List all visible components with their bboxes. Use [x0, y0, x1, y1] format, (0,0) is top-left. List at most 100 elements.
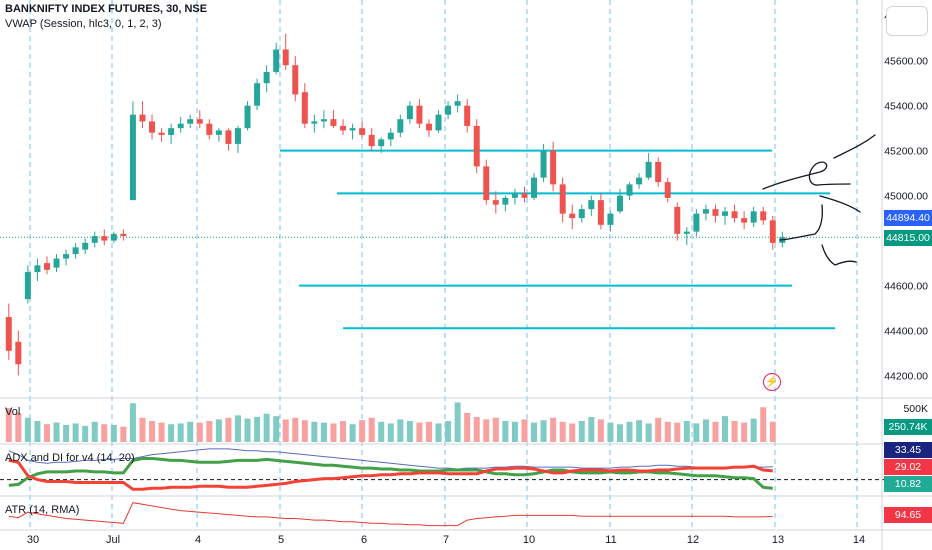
candle-15 [149, 114, 156, 140]
candle-13 [129, 101, 136, 201]
candle-7 [72, 242, 79, 259]
candle-body-32 [311, 121, 318, 124]
candle-14 [139, 101, 146, 129]
time-tick-9: 13 [772, 534, 784, 546]
time-tick-6: 10 [523, 534, 535, 546]
volume-bar-61 [588, 416, 595, 442]
candle-body-11 [110, 233, 117, 241]
candle-body-38 [368, 134, 375, 147]
volume-bar-26 [254, 416, 261, 442]
candle-17 [168, 123, 175, 144]
candle-78 [750, 206, 757, 228]
price-tick-1: 45600.00 [884, 56, 928, 68]
volume-bar-51 [492, 417, 499, 442]
volume-bar-6 [63, 425, 70, 442]
candle-79 [760, 206, 767, 225]
volume-bar-18 [177, 423, 184, 442]
candle-body-71 [683, 231, 690, 234]
candle-18 [177, 116, 184, 133]
candle-56 [540, 143, 547, 183]
candle-body-49 [473, 125, 480, 167]
candle-body-2 [24, 272, 31, 300]
volume-bar-38 [368, 417, 375, 442]
volume-bar-66 [636, 420, 643, 442]
time-tick-10: 14 [853, 534, 865, 546]
candle-10 [101, 229, 108, 246]
volume-bar-14 [139, 417, 146, 442]
candle-16 [158, 128, 165, 142]
time-axis: 30 Jul 4 5 6 7 10 11 12 13 14 [27, 534, 865, 546]
candle-4 [43, 256, 50, 275]
di-minus-tag: 29.02 [884, 459, 932, 475]
candle-51 [492, 191, 499, 214]
candle-body-54 [521, 193, 528, 198]
drawing-stroke-0 [833, 134, 876, 159]
drawing-stroke-4 [821, 244, 857, 266]
candle-28 [273, 42, 280, 75]
candle-27 [263, 65, 270, 93]
candle-37 [359, 121, 366, 138]
candle-body-76 [731, 211, 738, 219]
volume-bar-8 [82, 425, 89, 442]
support-resistance-lines [0, 149, 882, 330]
candle-19 [187, 114, 194, 129]
candle-body-51 [492, 200, 499, 205]
volume-bar-60 [578, 421, 585, 442]
time-tick-0: 30 [27, 534, 39, 546]
volume-bar-74 [712, 421, 719, 442]
volume-bar-50 [483, 419, 490, 442]
candle-69 [664, 177, 671, 203]
candle-body-6 [63, 254, 70, 259]
candle-body-79 [760, 211, 767, 221]
prev-close-tag: 44894.40 [884, 210, 932, 226]
candle-30 [292, 56, 299, 102]
volume-bar-47 [454, 402, 461, 442]
candle-body-23 [225, 130, 232, 144]
volume-bar-32 [311, 421, 318, 442]
volume-bar-10 [101, 424, 108, 442]
drawing-stroke-2 [819, 195, 861, 213]
volume-bar-35 [340, 421, 347, 442]
volume-bar-1 [15, 412, 22, 442]
volume-bar-73 [702, 419, 709, 442]
di-minus-line [8, 458, 773, 491]
volume-bar-29 [282, 419, 289, 442]
candle-body-1 [15, 341, 22, 365]
candle-body-12 [120, 233, 127, 237]
time-tick-8: 12 [687, 534, 699, 546]
vwap-legend: VWAP (Session, hlc3, 0, 1, 2, 3) [5, 18, 162, 30]
volume-bar-52 [502, 421, 509, 442]
candle-body-47 [454, 101, 461, 106]
time-tick-7: 11 [605, 534, 616, 546]
candle-body-0 [5, 317, 12, 351]
candle-body-14 [139, 114, 146, 122]
candle-body-63 [607, 213, 614, 225]
volume-bar-45 [435, 423, 442, 442]
candle-47 [454, 94, 461, 113]
top-right-button[interactable] [886, 6, 928, 36]
volume-bar-16 [158, 422, 165, 442]
candle-23 [225, 128, 232, 151]
candle-75 [722, 206, 729, 225]
candle-12 [120, 229, 127, 241]
candle-77 [741, 211, 748, 230]
volume-bar-34 [330, 423, 337, 442]
freehand-drawing [762, 134, 876, 266]
volume-bar-30 [292, 417, 299, 442]
candle-body-68 [655, 161, 662, 183]
volume-bar-62 [597, 419, 604, 442]
candle-body-34 [330, 119, 337, 126]
candle-body-43 [416, 105, 423, 124]
candle-9 [91, 231, 98, 248]
atr-value-tag: 94.65 [884, 507, 932, 523]
candle-body-57 [550, 150, 557, 185]
candle-body-45 [435, 114, 442, 131]
volume-bar-23 [225, 417, 232, 442]
candle-body-17 [168, 128, 175, 135]
candle-53 [511, 188, 518, 205]
alert-icon[interactable]: ⚡ [763, 373, 781, 391]
atr-series-line [8, 502, 773, 527]
volume-bar-42 [406, 421, 413, 442]
